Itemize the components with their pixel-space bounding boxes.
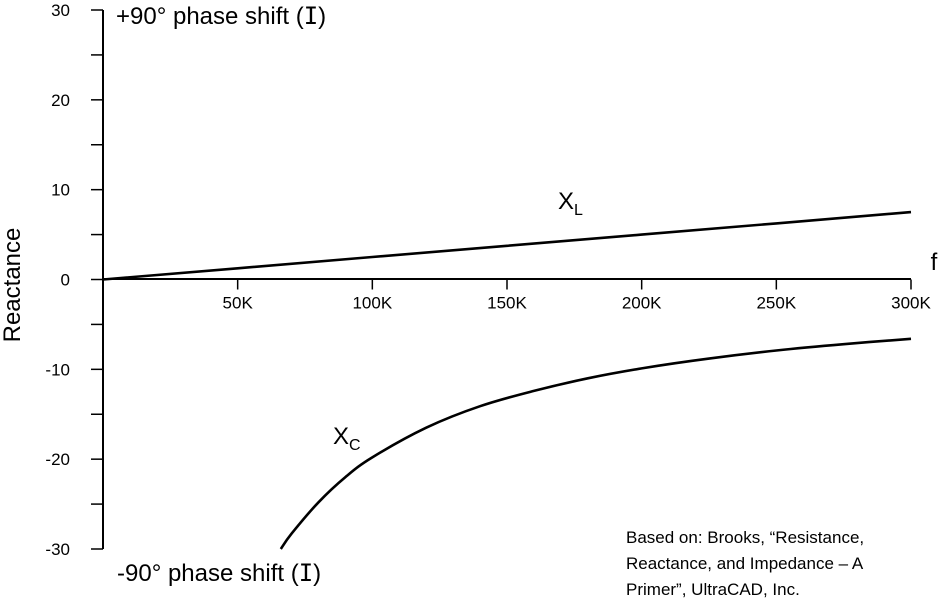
series-label-xl: XL <box>558 188 583 219</box>
y-tick-label: 0 <box>61 271 70 290</box>
y-tick-label: -30 <box>45 540 70 559</box>
y-axis-ticks <box>91 9 103 550</box>
credit-line-2: Reactance, and Impedance – A <box>626 554 864 573</box>
y-axis-tick-labels: -30 -20 -10 0 10 20 30 <box>45 1 70 559</box>
series-label-xc-main: X <box>333 423 349 450</box>
x-tick-label: 300K <box>891 294 931 313</box>
series-line-xl <box>102 210 912 281</box>
x-tick-label: 50K <box>223 294 254 313</box>
y-tick-label: -20 <box>45 450 70 469</box>
y-tick-label: 30 <box>51 1 70 20</box>
phase-shift-bottom-close: ) <box>313 560 321 587</box>
series-line-xc <box>279 337 912 550</box>
series-label-xl-main: X <box>558 188 574 215</box>
x-tick-label: 100K <box>352 294 392 313</box>
x-tick-label: 250K <box>756 294 796 313</box>
current-symbol-top: I <box>304 2 318 30</box>
x-axis-tick-labels: 50K 100K 150K 200K 250K 300K <box>223 294 932 313</box>
phase-shift-bottom-annotation: -90° phase shift (I) <box>117 559 321 587</box>
phase-shift-top-close: ) <box>318 3 326 30</box>
credit-line-3: Primer”, UltraCAD, Inc. <box>626 580 800 599</box>
y-tick-label: -10 <box>45 360 70 379</box>
series-label-xc: XC <box>333 423 361 454</box>
phase-shift-top-text: +90° phase shift ( <box>116 3 304 30</box>
x-tick-label: 150K <box>487 294 527 313</box>
x-tick-label: 200K <box>622 294 662 313</box>
x-axis-title: f <box>931 249 938 276</box>
y-tick-label: 10 <box>51 181 70 200</box>
current-symbol-bottom: I <box>299 559 313 587</box>
credit-line-1: Based on: Brooks, “Resistance, <box>626 528 864 547</box>
x-axis-ticks <box>236 279 912 290</box>
phase-shift-top-annotation: +90° phase shift (I) <box>116 2 326 30</box>
series-label-xl-subscript: L <box>574 202 583 219</box>
y-tick-label: 20 <box>51 91 70 110</box>
phase-shift-bottom-text: -90° phase shift ( <box>117 560 299 587</box>
y-axis-title: Reactance <box>0 228 26 343</box>
series-label-xc-subscript: C <box>349 437 361 454</box>
